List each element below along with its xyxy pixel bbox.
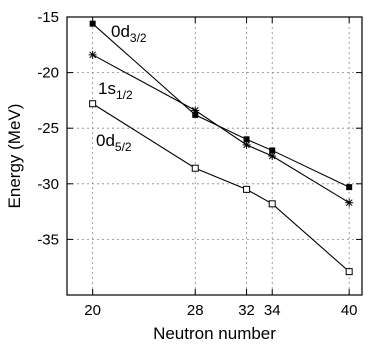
x-tick-label: 28 <box>187 302 204 319</box>
y-tick-label: -20 <box>37 65 59 82</box>
series-line-1 <box>92 54 350 204</box>
star-marker <box>191 106 200 115</box>
star-marker <box>345 198 354 207</box>
open-square-marker <box>268 200 276 208</box>
filled-square-marker <box>243 136 250 143</box>
filled-square-marker <box>269 147 276 154</box>
series-label-0d5-2: 0d5/2 <box>96 131 132 154</box>
x-tick-label: 20 <box>84 302 101 319</box>
y-tick-label: -15 <box>37 9 59 26</box>
star-marker <box>88 50 97 59</box>
series-line-2 <box>92 103 350 273</box>
y-tick-label: -30 <box>37 176 59 193</box>
x-tick-label: 34 <box>264 302 281 319</box>
y-tick-label: -25 <box>37 120 59 137</box>
plot-frame <box>66 16 363 296</box>
open-square-marker <box>89 100 97 108</box>
filled-square-marker <box>346 184 353 191</box>
open-square-marker <box>243 185 251 193</box>
grid-lines <box>67 17 362 295</box>
series-line-0 <box>92 23 350 188</box>
series-layer <box>88 20 354 276</box>
filled-square-marker <box>192 111 199 118</box>
y-axis-label: Energy (MeV) <box>5 104 24 209</box>
series-label-0d3-2: 0d3/2 <box>111 22 147 45</box>
open-square-marker <box>191 164 199 172</box>
filled-square-marker <box>89 20 96 27</box>
axis-ticks: 20 28 32 34 40 -15 -20 -25 -30 -35 <box>37 9 362 319</box>
x-axis-label: Neutron number <box>153 324 276 343</box>
series-label-1s1-2: 1s1/2 <box>98 79 133 102</box>
y-tick-label: -35 <box>37 231 59 248</box>
star-marker <box>242 140 251 149</box>
x-tick-label: 40 <box>341 302 358 319</box>
star-marker <box>268 152 277 160</box>
open-square-marker <box>345 268 353 276</box>
x-tick-label: 32 <box>238 302 255 319</box>
